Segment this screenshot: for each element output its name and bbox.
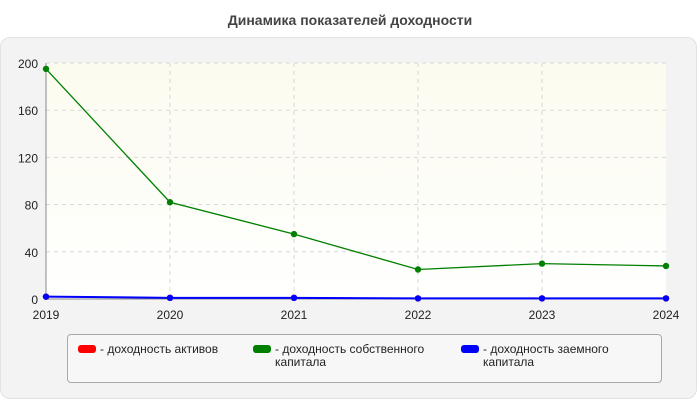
x-tick-label: 2023 <box>529 308 556 322</box>
data-point <box>538 295 546 302</box>
data-point <box>166 199 174 206</box>
legend-item: - доходность заемного капитала <box>461 343 636 369</box>
y-tick-label: 0 <box>31 293 38 307</box>
y-tick-label: 80 <box>25 199 39 213</box>
plot-background <box>46 63 666 299</box>
data-point <box>662 295 670 302</box>
legend-item: - доходность собственного капитала <box>253 343 443 369</box>
x-tick-label: 2019 <box>33 308 60 322</box>
data-point <box>414 295 422 302</box>
legend: - доходность активов - доходность собств… <box>67 334 662 383</box>
legend-swatch <box>461 345 479 353</box>
legend-label: - доходность заемного капитала <box>483 342 609 369</box>
legend-label: - доходность собственного капитала <box>275 342 425 369</box>
legend-item: - доходность активов <box>78 343 218 356</box>
y-tick-label: 120 <box>18 151 38 165</box>
y-tick-label: 160 <box>18 104 38 118</box>
data-point <box>42 65 50 73</box>
data-point <box>414 266 422 273</box>
chart-title: Динамика показателей доходности <box>227 12 473 28</box>
data-point <box>166 294 174 302</box>
y-tick-labels: 0 40 80 120 160 200 <box>18 57 38 307</box>
series-lines <box>45 68 667 300</box>
data-point <box>42 293 50 300</box>
series-points <box>42 65 670 302</box>
legend-label: - доходность активов <box>100 342 219 356</box>
legend-swatch <box>253 345 271 353</box>
data-point <box>662 262 670 270</box>
x-tick-label: 2020 <box>157 308 184 322</box>
data-point <box>290 294 298 302</box>
data-point <box>290 230 298 238</box>
legend-swatch <box>78 345 96 353</box>
y-tick-label: 40 <box>25 246 39 260</box>
y-tick-label: 200 <box>18 57 38 71</box>
x-tick-label: 2024 <box>653 308 680 322</box>
x-tick-labels: 2019 2020 2021 2022 2023 2024 <box>33 308 680 322</box>
series-line <box>45 68 667 271</box>
data-point <box>538 260 546 267</box>
x-tick-label: 2022 <box>405 308 432 322</box>
x-tick-label: 2021 <box>281 308 308 322</box>
series-line <box>45 295 666 300</box>
